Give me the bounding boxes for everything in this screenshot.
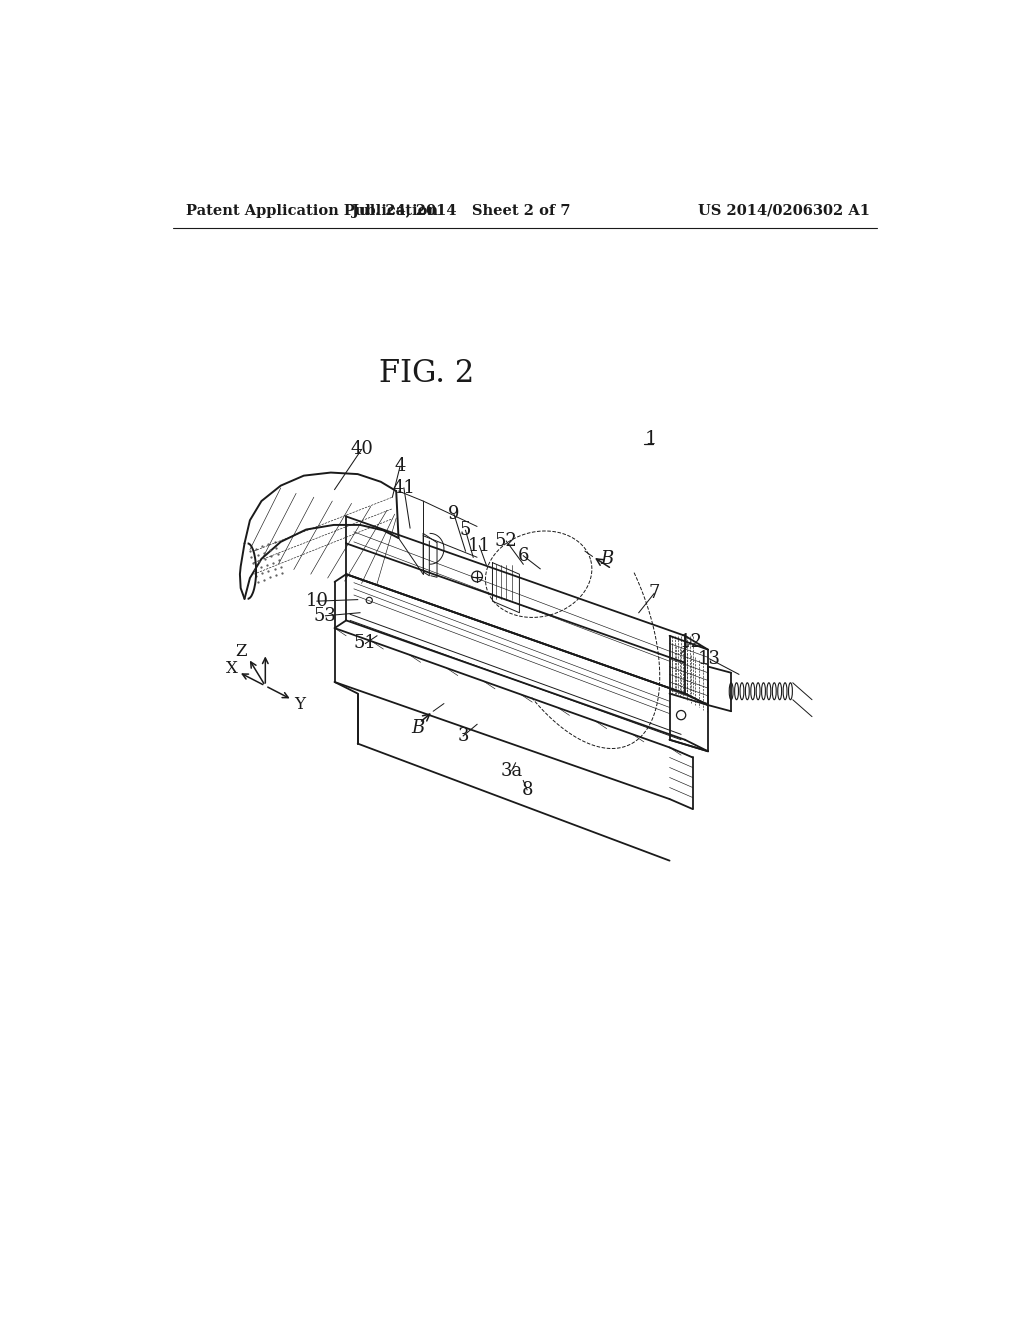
Text: 8: 8 [521,781,532,799]
Text: 1: 1 [645,430,657,449]
Text: 11: 11 [468,537,490,554]
Text: US 2014/0206302 A1: US 2014/0206302 A1 [697,203,869,218]
Text: Z: Z [236,643,247,660]
Text: 4: 4 [394,458,406,475]
Text: B: B [600,550,613,568]
Text: 6: 6 [517,546,529,565]
Text: 9: 9 [449,506,460,523]
Text: 7: 7 [648,585,659,602]
Text: 52: 52 [495,532,518,550]
Text: 41: 41 [392,479,416,496]
Text: 13: 13 [698,649,721,668]
Text: 3: 3 [458,727,469,744]
Text: 3a: 3a [501,762,523,780]
Text: 10: 10 [305,593,329,610]
Text: Jul. 24, 2014   Sheet 2 of 7: Jul. 24, 2014 Sheet 2 of 7 [352,203,571,218]
Text: 51: 51 [354,635,377,652]
Text: 40: 40 [350,441,373,458]
Text: FIG. 2: FIG. 2 [379,359,475,389]
Text: 53: 53 [314,607,337,624]
Text: Y: Y [294,696,305,713]
Text: Patent Application Publication: Patent Application Publication [186,203,438,218]
Text: B: B [412,719,425,737]
Text: 12: 12 [680,634,702,651]
Text: 5: 5 [460,521,471,540]
Text: X: X [225,660,238,677]
